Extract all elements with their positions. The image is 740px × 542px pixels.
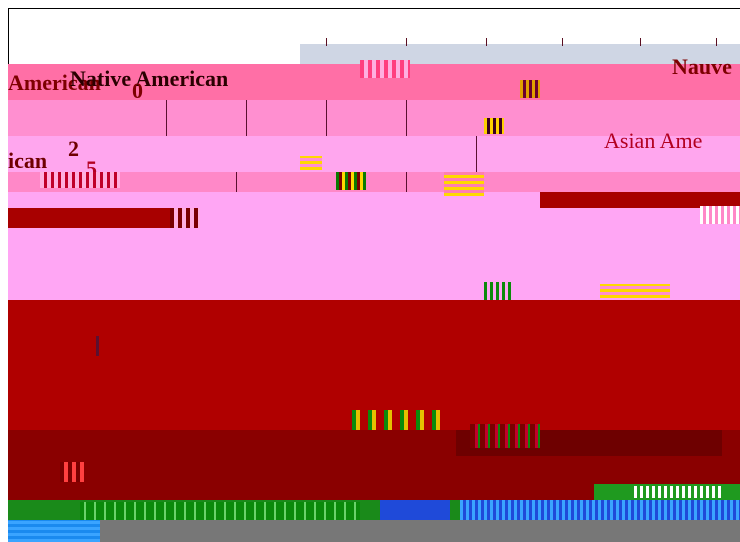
glitch-artifact <box>460 500 740 520</box>
glitch-artifact <box>360 60 410 78</box>
value-five: 5 <box>86 156 97 181</box>
top-tick <box>640 38 641 46</box>
pink-band-2 <box>8 100 740 136</box>
grid-line <box>476 136 477 172</box>
red-main-block <box>8 300 740 430</box>
glitch-artifact <box>60 462 84 482</box>
glitch-artifact <box>352 410 442 430</box>
glitch-artifact <box>634 486 724 498</box>
top-tick <box>486 38 487 46</box>
pink-band-3 <box>8 136 740 172</box>
glitch-artifact <box>300 156 322 170</box>
label-american-fragment: American <box>8 70 101 95</box>
glitch-artifact <box>470 424 540 448</box>
gray-bottom-strip <box>100 520 740 542</box>
top-tick <box>406 38 407 46</box>
glitch-artifact <box>336 172 366 190</box>
value-zero: 0 <box>132 78 143 103</box>
grid-line <box>326 100 327 136</box>
grid-line <box>96 336 99 356</box>
label-asian-american-fragment: Asian Ame <box>604 128 703 153</box>
blue-patch <box>380 500 450 520</box>
top-tick <box>562 38 563 46</box>
glitch-artifact <box>700 206 740 224</box>
value-two: 2 <box>68 136 79 161</box>
pink-band-4 <box>8 172 740 192</box>
top-gray-strip <box>300 44 740 64</box>
glitch-artifact <box>80 502 360 520</box>
glitch-artifact <box>484 118 504 134</box>
top-tick <box>716 38 717 46</box>
glitch-artifact <box>40 172 120 188</box>
grid-line <box>246 100 247 136</box>
glitch-artifact <box>170 208 200 228</box>
grid-line <box>406 100 407 136</box>
grid-line <box>236 172 237 192</box>
glitch-artifact <box>8 520 100 542</box>
dark-red-row-right <box>540 192 740 208</box>
dark-red-row-left <box>8 208 178 228</box>
label-native-american: Native American <box>70 66 229 91</box>
glitch-artifact <box>520 80 540 98</box>
top-tick <box>326 38 327 46</box>
glitch-artifact <box>444 172 484 196</box>
glitch-artifact <box>484 282 514 300</box>
glitch-artifact <box>600 284 670 298</box>
label-native-right-fragment: Nauve <box>672 54 732 79</box>
label-ican-fragment: ican <box>8 148 48 173</box>
grid-line <box>406 172 407 192</box>
grid-line <box>166 100 167 136</box>
